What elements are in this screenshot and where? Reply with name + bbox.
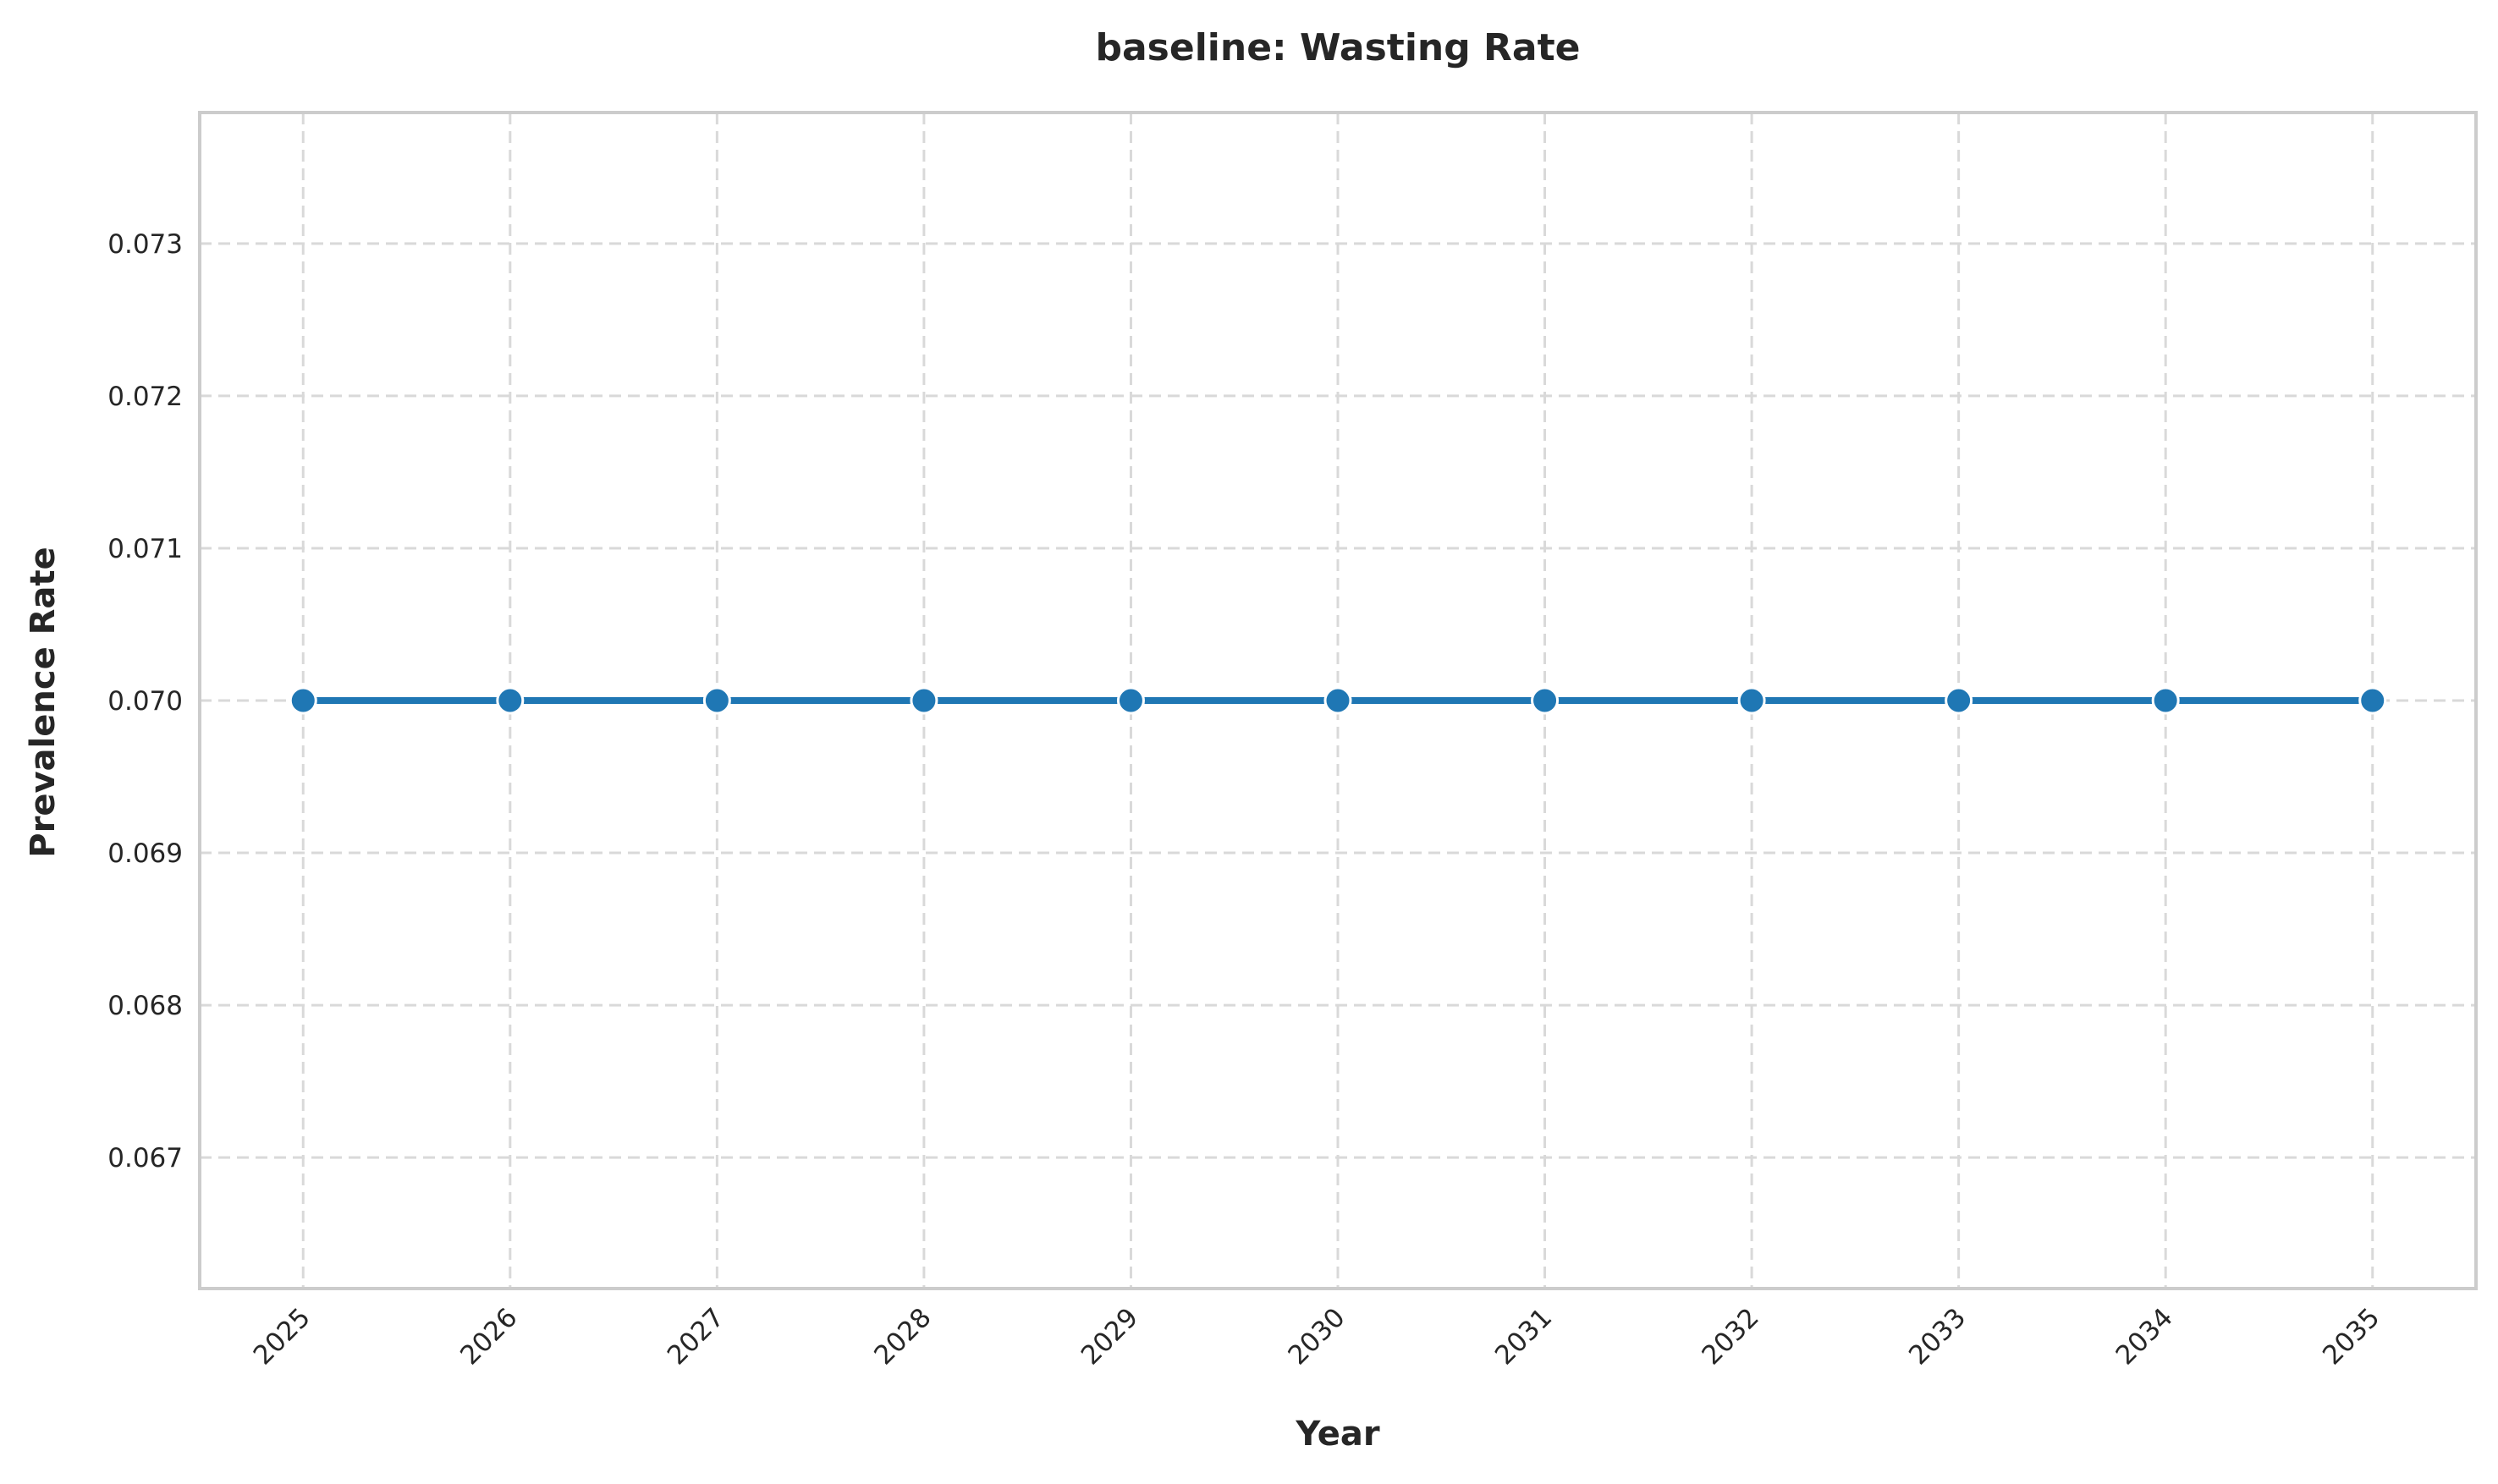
data-point-marker — [702, 686, 731, 715]
y-tick-label: 0.071 — [107, 534, 183, 564]
plot-area-frame — [198, 111, 2478, 1290]
y-tick-label: 0.068 — [107, 991, 183, 1021]
data-point-marker — [1116, 686, 1145, 715]
data-point-marker — [289, 686, 317, 715]
y-tick-label: 0.070 — [107, 686, 183, 717]
y-axis-label: Prevalence Rate — [24, 547, 63, 857]
series-markers — [289, 686, 2387, 715]
y-tick-label: 0.067 — [107, 1143, 183, 1173]
chart-title: baseline: Wasting Rate — [1095, 26, 1580, 69]
data-point-marker — [2358, 686, 2387, 715]
data-point-marker — [910, 686, 938, 715]
y-tick-label: 0.069 — [107, 838, 183, 869]
data-point-marker — [496, 686, 525, 715]
y-axis-ticks: 0.067 0.068 0.069 0.070 0.071 0.072 0.073 — [107, 229, 183, 1173]
data-point-marker — [1531, 686, 1560, 715]
data-point-marker — [1737, 686, 1766, 715]
data-point-marker — [1323, 686, 1352, 715]
y-tick-label: 0.072 — [107, 382, 183, 412]
data-point-marker — [1945, 686, 1973, 715]
y-tick-label: 0.073 — [107, 229, 183, 260]
x-axis-label: Year — [1295, 1415, 1379, 1454]
data-point-marker — [2151, 686, 2180, 715]
